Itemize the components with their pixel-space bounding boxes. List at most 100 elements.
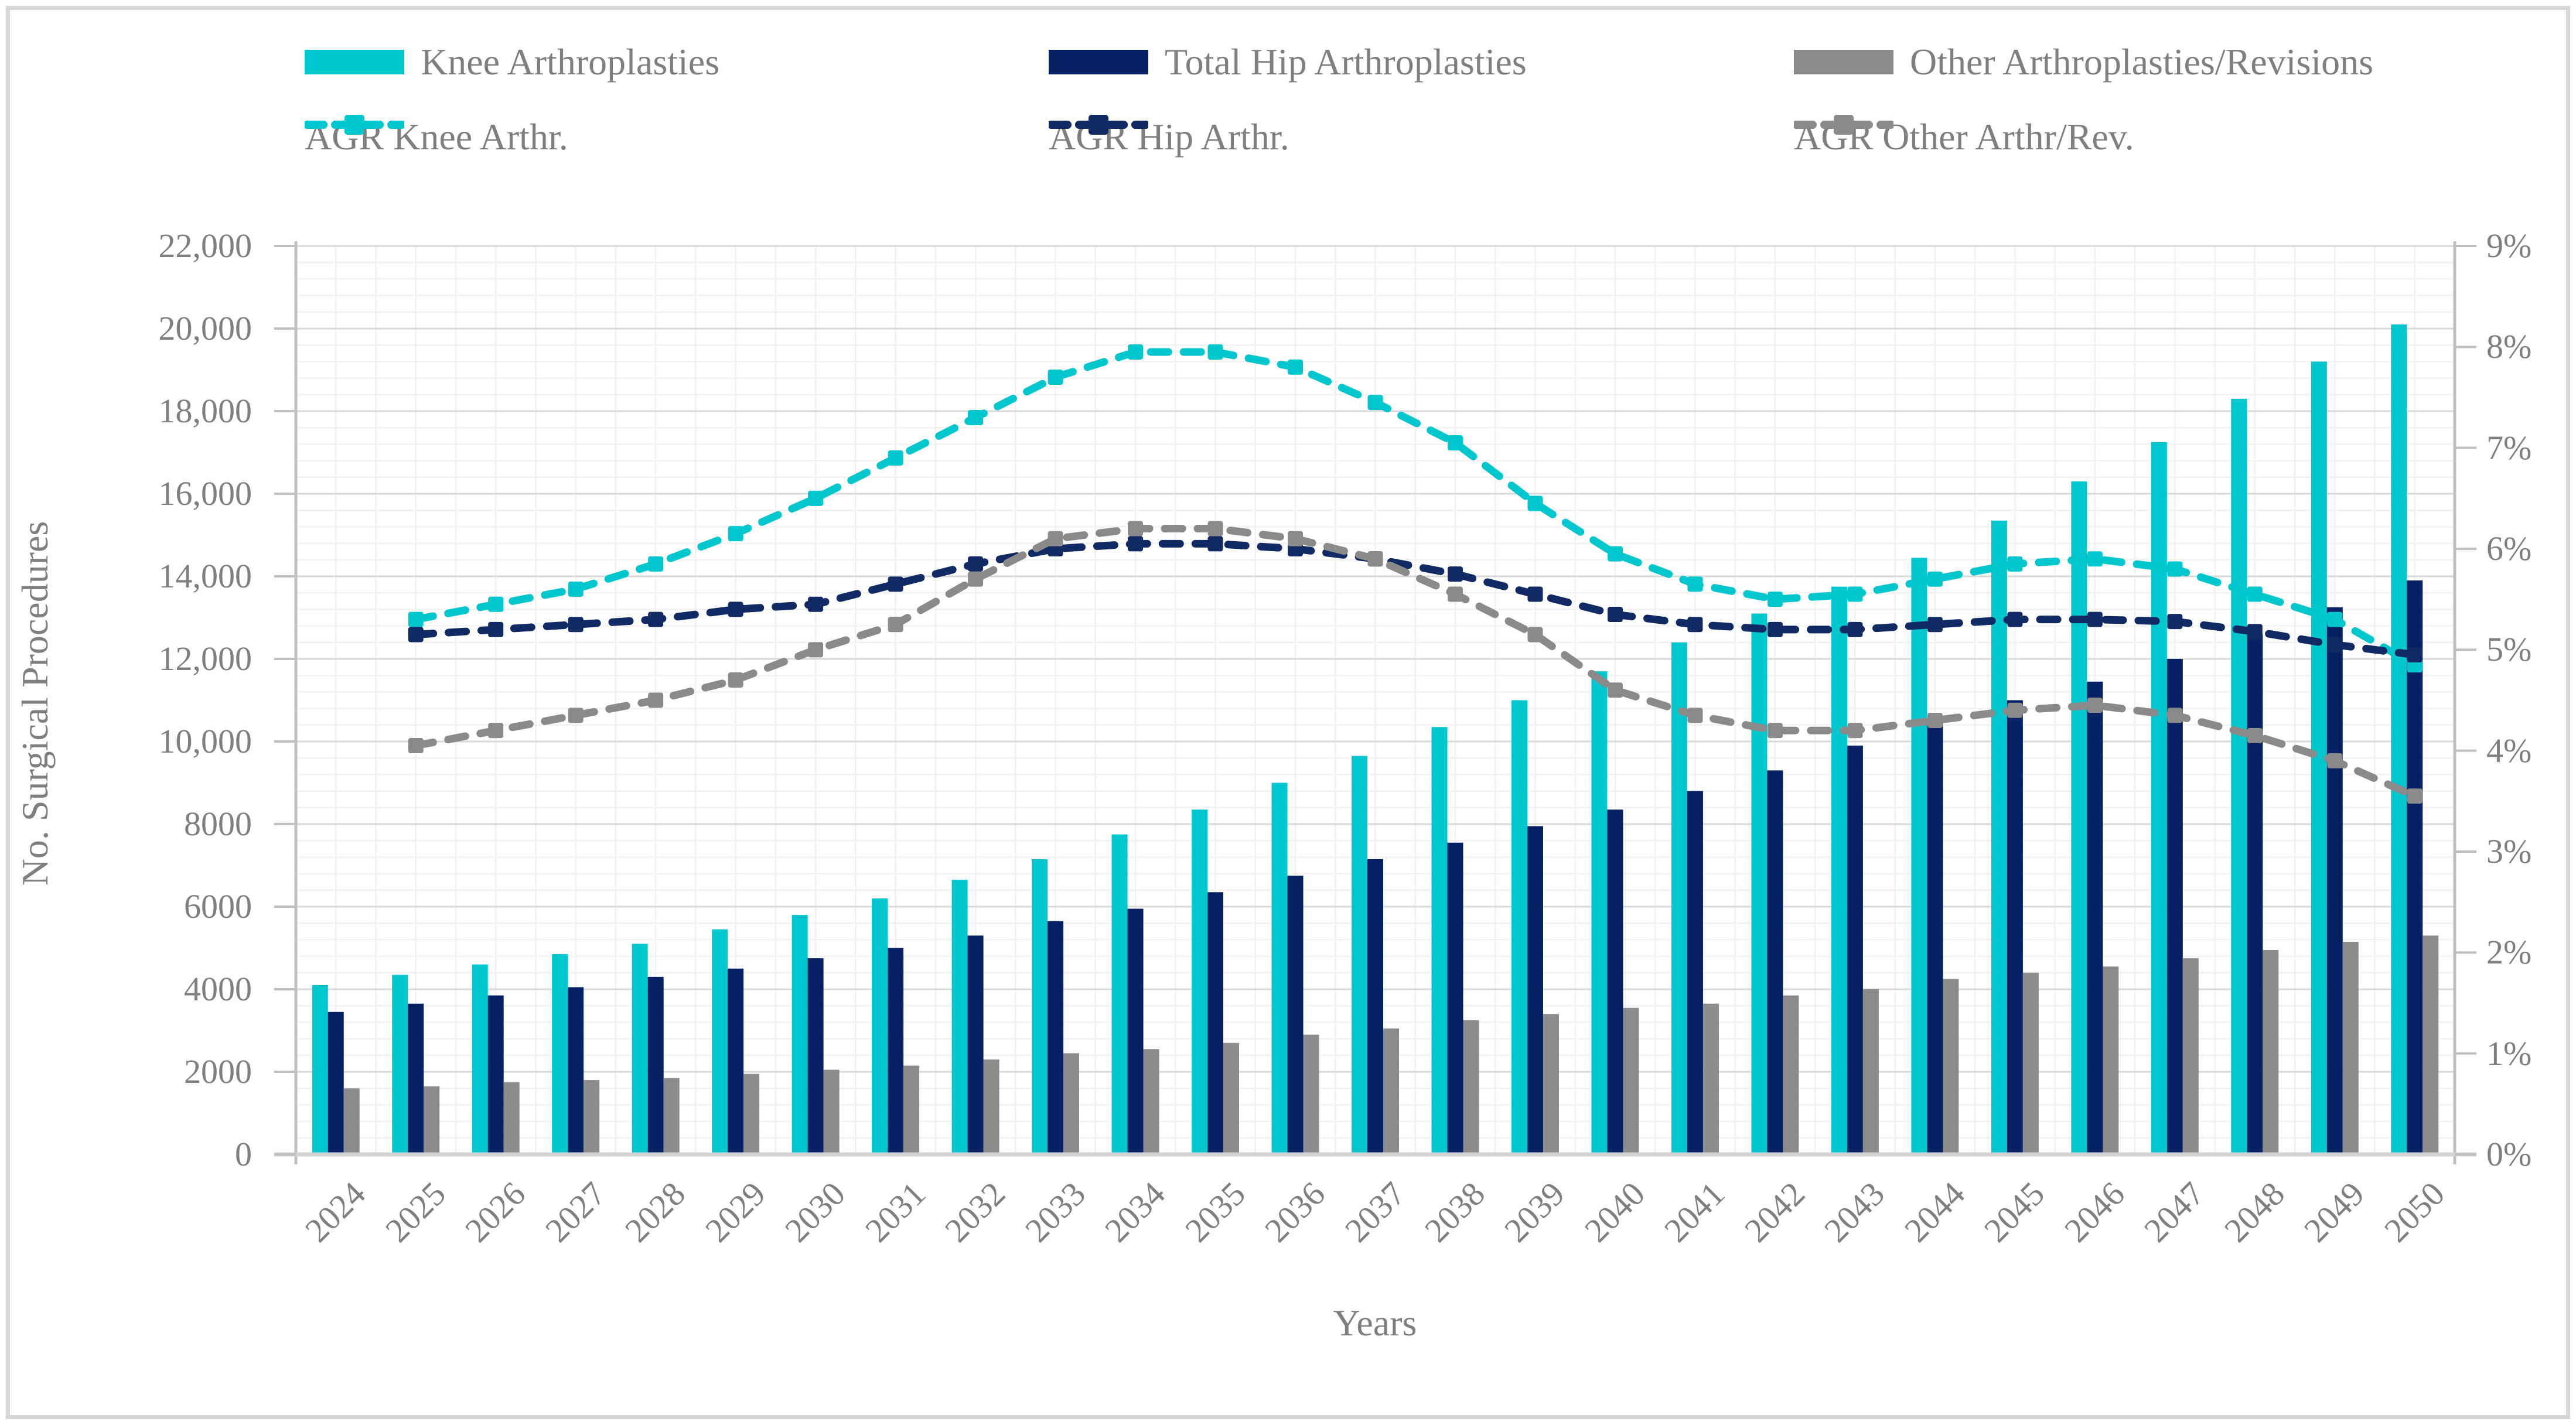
bar xyxy=(1943,979,1959,1154)
line-marker xyxy=(808,642,824,658)
bar xyxy=(472,964,488,1154)
line-marker xyxy=(488,723,504,739)
right-tick-label: 8% xyxy=(2486,327,2532,366)
legend-bar-swatch xyxy=(305,50,404,74)
y-tick-label: 8000 xyxy=(184,805,252,843)
bar xyxy=(1783,995,1799,1154)
legend-label: Knee Arthroplasties xyxy=(421,41,720,83)
line-marker xyxy=(648,692,664,708)
bar xyxy=(728,968,744,1154)
line-marker xyxy=(728,602,743,617)
line-marker xyxy=(2247,624,2263,640)
line-marker xyxy=(2247,586,2263,602)
line-marker xyxy=(1527,495,1543,511)
bar xyxy=(1367,859,1383,1154)
line-marker xyxy=(1767,723,1783,739)
bar xyxy=(1207,892,1224,1154)
bar xyxy=(823,1069,840,1154)
line-marker xyxy=(2407,647,2423,662)
line-marker xyxy=(728,526,743,542)
legend-bar-swatch xyxy=(1049,50,1148,74)
line-marker xyxy=(568,581,584,597)
bar xyxy=(343,1088,360,1154)
line-marker xyxy=(1128,344,1144,360)
line-marker xyxy=(968,571,984,587)
bar xyxy=(951,880,968,1154)
line-marker xyxy=(1847,621,1863,637)
bar xyxy=(2231,398,2247,1154)
bar xyxy=(2423,935,2439,1154)
bar xyxy=(312,985,328,1154)
legend-item: Knee Arthroplasties xyxy=(305,37,719,87)
line-marker xyxy=(1607,682,1623,698)
bar xyxy=(1063,1053,1080,1154)
bars-other xyxy=(343,935,2439,1154)
bar xyxy=(424,1086,440,1154)
line-marker xyxy=(1447,566,1463,582)
bar xyxy=(1623,1007,1639,1154)
bar xyxy=(1223,1043,1240,1154)
bar xyxy=(552,954,568,1154)
line-marker xyxy=(2007,702,2023,718)
y-tick-label: 22,000 xyxy=(158,227,253,265)
bar xyxy=(888,948,904,1154)
bar xyxy=(1431,727,1448,1154)
line-marker xyxy=(648,611,664,627)
bar xyxy=(584,1080,600,1154)
bar xyxy=(2071,481,2087,1154)
bar xyxy=(1831,586,1847,1154)
bars-knee xyxy=(312,324,2407,1155)
bar xyxy=(1671,642,1687,1154)
legend-line-swatch xyxy=(1794,115,1893,135)
y-tick-label: 14,000 xyxy=(158,557,253,595)
bar xyxy=(2391,324,2407,1155)
bar xyxy=(2007,700,2023,1154)
bar xyxy=(1991,520,2007,1155)
line-marker xyxy=(888,576,903,592)
y-tick-label: 20,000 xyxy=(158,309,253,347)
line-marker xyxy=(2087,698,2103,713)
line-marker xyxy=(2327,637,2343,652)
bar xyxy=(1048,921,1064,1154)
bar xyxy=(647,976,664,1154)
bar xyxy=(1847,746,1863,1154)
right-tick-label: 2% xyxy=(2486,933,2532,972)
legend-bar-swatch xyxy=(1794,50,1893,74)
right-tick-label: 3% xyxy=(2486,832,2532,870)
bar xyxy=(712,929,728,1154)
y-tick-label: 16,000 xyxy=(158,474,253,512)
bar xyxy=(967,935,984,1154)
line-marker xyxy=(2087,611,2103,627)
line-marker xyxy=(728,672,743,688)
line-marker xyxy=(408,627,424,643)
x-axis-title: Years xyxy=(1333,1302,1417,1344)
bar xyxy=(1543,1014,1559,1154)
legend-line-swatch xyxy=(305,115,404,135)
line-marker xyxy=(1847,723,1863,739)
line-marker xyxy=(968,409,984,425)
line-marker xyxy=(1288,531,1304,546)
axes xyxy=(274,241,2476,1164)
line-marker xyxy=(2407,788,2423,804)
bar xyxy=(1702,1003,1719,1154)
bar xyxy=(1607,809,1623,1154)
y-tick-label: 10,000 xyxy=(158,722,253,760)
line-marker xyxy=(1687,708,1703,723)
bar xyxy=(791,915,808,1154)
bar xyxy=(1303,1034,1319,1154)
line-marker xyxy=(2087,551,2103,567)
line-marker xyxy=(1767,592,1783,607)
y-axis-title: No. Surgical Procedures xyxy=(14,521,56,886)
right-tick-label: 0% xyxy=(2486,1135,2532,1173)
bar xyxy=(568,987,584,1154)
line-marker xyxy=(1207,344,1223,360)
line-marker xyxy=(2327,753,2343,768)
y-tick-label: 4000 xyxy=(184,970,252,1008)
line-marker xyxy=(968,556,984,572)
bar xyxy=(1911,558,1927,1154)
line-marker xyxy=(408,738,424,754)
bar xyxy=(2326,607,2343,1154)
line-marker xyxy=(1367,395,1383,411)
bar xyxy=(903,1065,920,1154)
line-marker xyxy=(888,450,903,466)
